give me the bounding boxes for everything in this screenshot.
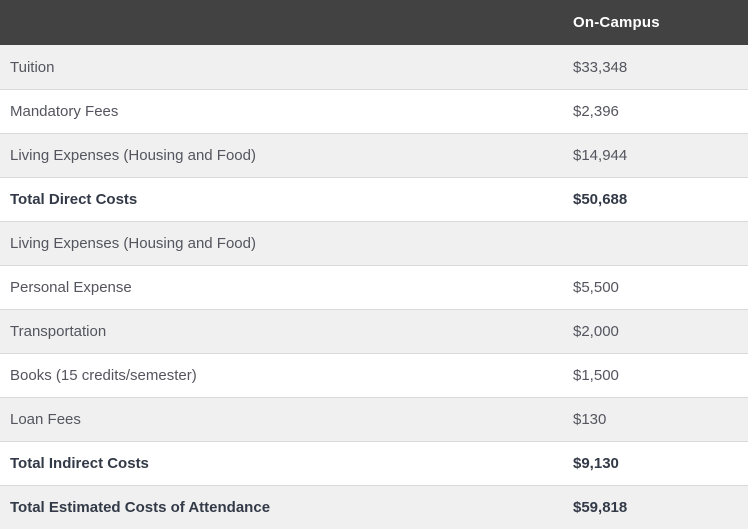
table-row: Total Estimated Costs of Attendance $59,… xyxy=(0,485,748,529)
table-row: Living Expenses (Housing and Food) xyxy=(0,221,748,265)
row-value: $2,396 xyxy=(573,103,619,120)
row-value: $14,944 xyxy=(573,147,628,164)
cost-table-body: Tuition $33,348 Mandatory Fees $2,396 Li… xyxy=(0,45,748,529)
table-row: Living Expenses (Housing and Food) $14,9… xyxy=(0,133,748,177)
table-row: Transportation $2,000 xyxy=(0,309,748,353)
row-value: $2,000 xyxy=(573,323,619,340)
row-label: Tuition xyxy=(10,58,55,76)
row-label: Books (15 credits/semester) xyxy=(10,367,197,384)
table-row: Total Direct Costs $50,688 xyxy=(0,177,748,221)
row-label: Mandatory Fees xyxy=(10,103,119,120)
row-label: Total Indirect Costs xyxy=(10,455,149,472)
header-on-campus-cell: On-Campus xyxy=(573,14,660,31)
row-value: $33,348 xyxy=(573,58,628,76)
row-value: $59,818 xyxy=(573,499,628,516)
row-label: Total Direct Costs xyxy=(10,191,138,208)
table-row: Mandatory Fees $2,396 xyxy=(0,89,748,133)
table-row: Personal Expense $5,500 xyxy=(0,265,748,309)
row-value: $130 xyxy=(573,411,607,428)
row-value: $5,500 xyxy=(573,279,619,296)
table-header-row: On-Campus xyxy=(0,0,748,45)
row-label: Living Expenses (Housing and Food) xyxy=(10,235,256,252)
row-label: Living Expenses (Housing and Food) xyxy=(10,147,256,164)
row-value: $9,130 xyxy=(573,455,619,472)
row-value: $50,688 xyxy=(573,191,628,208)
table-row: Tuition $33,348 xyxy=(0,45,748,89)
table-row: Books (15 credits/semester) $1,500 xyxy=(0,353,748,397)
table-row: Loan Fees $130 xyxy=(0,397,748,441)
row-label: Transportation xyxy=(10,323,107,340)
row-value: $1,500 xyxy=(573,367,619,384)
row-label: Loan Fees xyxy=(10,411,81,428)
row-label: Personal Expense xyxy=(10,279,132,296)
table-row: Total Indirect Costs $9,130 xyxy=(0,441,748,485)
row-label: Total Estimated Costs of Attendance xyxy=(10,499,271,516)
